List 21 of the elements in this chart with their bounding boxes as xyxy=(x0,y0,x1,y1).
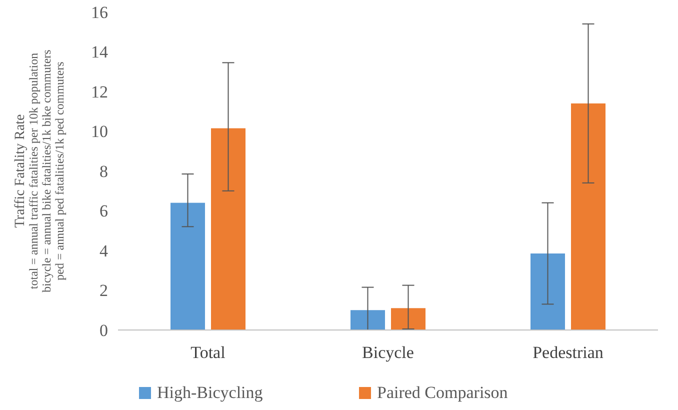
y-tick-label: 4 xyxy=(100,241,108,260)
y-tick-label: 14 xyxy=(91,42,108,62)
y-tick-label: 8 xyxy=(100,162,108,181)
bar xyxy=(350,310,385,330)
x-tick-label: Pedestrian xyxy=(532,343,604,362)
bar xyxy=(391,308,426,330)
legend-label: Paired Comparison xyxy=(377,383,508,402)
y-tick-label: 12 xyxy=(91,82,108,102)
x-tick-label: Bicycle xyxy=(362,343,414,362)
y-tick-label: 6 xyxy=(100,202,108,221)
bar xyxy=(530,253,565,330)
y-tick-label: 16 xyxy=(91,2,108,22)
legend-label: High-Bicycling xyxy=(157,383,264,402)
y-tick-label: 0 xyxy=(100,320,108,340)
x-tick-label: Total xyxy=(190,343,226,362)
bar xyxy=(571,103,606,330)
bar xyxy=(211,128,246,330)
y-tick-label: 2 xyxy=(100,281,108,300)
y-tick-label: 10 xyxy=(91,122,108,142)
bar xyxy=(170,202,205,330)
y-axis-title: Traffic Fatality Rate total = annual traffic fatalities per 10k population bicycle = annual bike fatalities/1k bike commuters ped = annual ped fatalities/1k ped commuters xyxy=(12,49,66,292)
